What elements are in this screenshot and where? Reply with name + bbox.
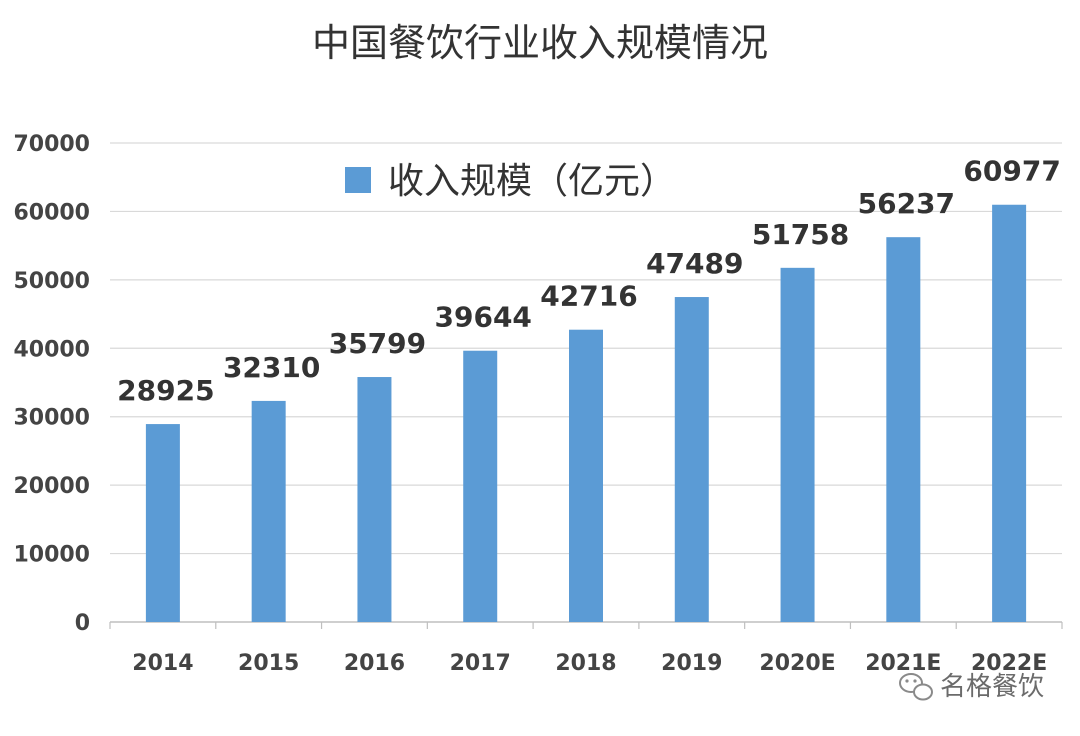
data-label: 28925: [117, 374, 214, 407]
legend-swatch: [345, 167, 371, 193]
x-tick-label: 2019: [661, 651, 722, 676]
x-tick-label: 2014: [132, 651, 193, 676]
bar: [886, 237, 921, 623]
y-tick-label: 50000: [13, 269, 90, 294]
bar: [992, 204, 1027, 622]
x-tick-label: 2018: [555, 651, 616, 676]
y-tick-label: 40000: [13, 337, 90, 362]
y-tick-label: 10000: [13, 543, 90, 568]
data-label: 39644: [435, 301, 532, 334]
data-label: 42716: [540, 280, 637, 313]
wechat-icon: [899, 673, 933, 701]
bars: [145, 204, 1027, 623]
data-label: 51758: [752, 218, 849, 251]
data-label: 47489: [646, 247, 743, 280]
legend-label: 收入规模（亿元）: [388, 161, 676, 202]
bar: [674, 297, 709, 622]
y-tick-label: 0: [75, 611, 90, 636]
watermark: 名格餐饮: [899, 672, 1044, 702]
x-tick-label: 2017: [450, 651, 511, 676]
data-label: 60977: [963, 155, 1060, 188]
bar: [357, 377, 392, 622]
bar: [463, 350, 498, 622]
y-tick-label: 70000: [13, 132, 90, 157]
y-tick-label: 60000: [13, 200, 90, 225]
bar: [569, 329, 603, 622]
data-label: 32310: [223, 351, 320, 384]
x-tick-label: 2016: [344, 651, 405, 676]
x-tick-label: 2022E: [971, 651, 1047, 676]
watermark-text: 名格餐饮: [940, 672, 1044, 702]
legend: 收入规模（亿元）: [345, 161, 676, 202]
x-tick-label: 2020E: [759, 651, 835, 676]
x-tick-label: 2021E: [865, 651, 941, 676]
bar: [251, 400, 286, 622]
bar: [780, 267, 815, 622]
y-tick-label: 20000: [13, 474, 90, 499]
y-axis-ticks: 0 10000 20000 30000 40000 50000 60000 70000: [13, 132, 90, 636]
data-label: 56237: [858, 187, 955, 220]
chart-title: 中国餐饮行业收入规模情况: [312, 21, 768, 65]
x-axis-ticks: 2014 2015 2016 2017 2018 2019 2020E 2021E 2022E: [132, 651, 1047, 676]
x-tick-label: 2015: [238, 651, 299, 676]
y-tick-label: 30000: [13, 406, 90, 431]
data-label: 35799: [329, 327, 426, 360]
bar: [145, 424, 180, 622]
